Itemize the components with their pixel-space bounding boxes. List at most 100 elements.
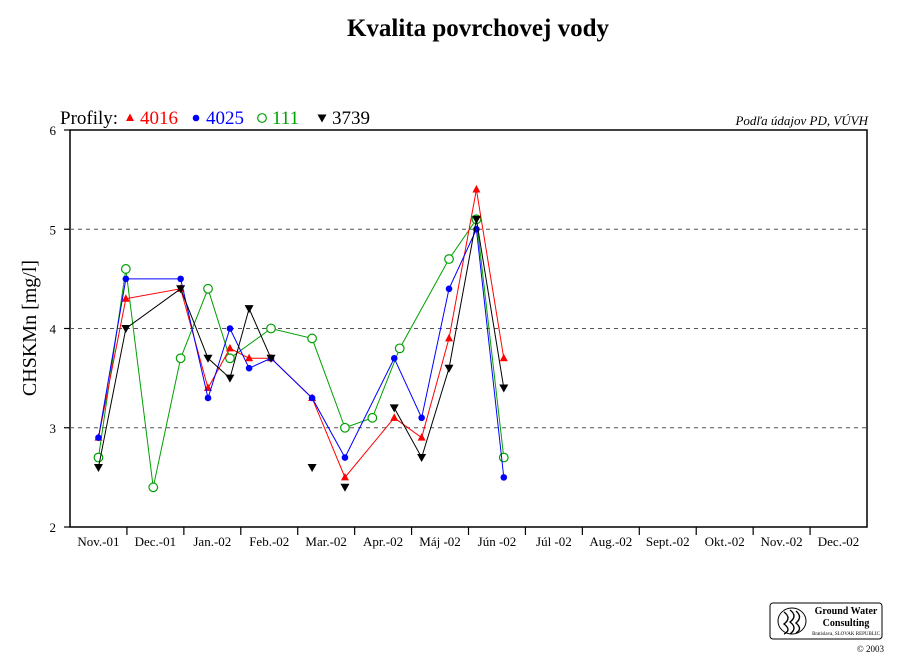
gridlines	[70, 228, 867, 429]
data-point	[244, 305, 254, 314]
logo-line1: Ground Water	[815, 606, 878, 617]
data-point	[367, 412, 378, 423]
series-4016	[94, 185, 508, 481]
data-point	[148, 482, 159, 493]
copyright: © 2003	[857, 644, 885, 654]
source-note: Podľa údajov PD, VÚVH	[734, 113, 868, 128]
series-line	[97, 217, 505, 488]
data-point	[389, 404, 399, 413]
data-point	[121, 325, 131, 333]
company-logo: Ground Water Consulting Bratislava, SLOV…	[769, 602, 883, 640]
data-point	[307, 463, 317, 472]
legend: Profily: 4016 4025 111 3739	[60, 108, 370, 129]
data-point	[390, 413, 399, 421]
series-line	[97, 227, 505, 478]
x-axis: Nov.-01 Dec.-01 Jan.-02 Feb.-02 Mar.-02 Apr.-…	[77, 527, 859, 549]
data-point	[266, 354, 276, 363]
data-point	[225, 374, 235, 383]
logo-emblem-icon	[777, 607, 807, 635]
y-axis: 2 3 4 5 6	[50, 123, 70, 535]
x-tick-label: Aug.-02	[589, 534, 632, 549]
data-point	[203, 354, 213, 363]
data-point	[417, 433, 426, 441]
data-point	[472, 185, 481, 193]
data-point	[266, 323, 276, 334]
data-point	[341, 454, 349, 461]
chart-title: Kvalita povrchovej vody	[347, 15, 610, 42]
x-tick-label: Jún -02	[478, 534, 517, 549]
data-point	[340, 472, 349, 481]
data-point	[245, 364, 253, 372]
x-tick-label: Máj -02	[419, 534, 461, 549]
data-point	[204, 394, 212, 402]
legend-label: 4025	[206, 108, 244, 129]
series-3739	[93, 215, 509, 492]
data-point	[445, 333, 454, 342]
x-tick-label: Apr.-02	[363, 534, 403, 549]
x-tick-label: Jan.-02	[193, 534, 231, 549]
y-axis-label: CHSKMn [mg/l]	[19, 260, 41, 396]
data-point	[95, 434, 102, 441]
data-point	[120, 264, 131, 274]
y-tick-label: 5	[50, 222, 57, 237]
x-tick-label: Mar.-02	[305, 534, 347, 549]
x-tick-label: Okt.-02	[705, 534, 745, 549]
data-point	[340, 422, 350, 433]
data-point	[176, 285, 186, 294]
data-point	[308, 394, 316, 402]
logo-line2: Consulting	[823, 618, 870, 629]
data-point	[500, 474, 508, 481]
data-point	[225, 353, 235, 364]
series-layer	[93, 185, 509, 493]
data-point	[417, 454, 427, 463]
data-point	[499, 353, 508, 362]
data-point	[93, 463, 103, 472]
legend-prefix: Profily:	[60, 108, 118, 129]
y-tick-label: 6	[50, 123, 57, 138]
data-point	[245, 353, 254, 362]
data-point	[192, 114, 200, 122]
y-tick-label: 4	[50, 322, 57, 337]
data-point	[126, 113, 134, 121]
x-tick-label: Nov.-01	[77, 534, 119, 549]
legend-entry: 4016	[126, 108, 178, 129]
data-point	[203, 283, 213, 294]
data-point	[121, 294, 130, 302]
legend-label: 3739	[332, 108, 370, 129]
legend-entry: 3739	[317, 108, 370, 129]
x-tick-label: Dec.-01	[135, 534, 177, 549]
x-tick-label: Sept.-02	[646, 534, 690, 549]
data-point	[394, 343, 405, 354]
series-111	[93, 214, 509, 493]
x-tick-label: Nov.-02	[761, 534, 803, 549]
data-point	[390, 354, 398, 362]
data-point	[340, 483, 350, 492]
y-tick-label: 3	[50, 421, 57, 436]
x-tick-label: Feb.-02	[249, 534, 289, 549]
logo-line3: Bratislava, SLOVAK REPUBLIC	[812, 632, 880, 637]
y-tick-label: 2	[50, 520, 57, 535]
data-point	[122, 275, 130, 283]
data-point	[307, 333, 317, 344]
data-point	[418, 414, 425, 422]
x-tick-label: Júl -02	[536, 534, 572, 549]
legend-label: 4016	[140, 108, 178, 129]
series-line	[97, 189, 505, 479]
data-point	[444, 364, 454, 373]
plot-area	[69, 129, 868, 528]
data-point	[226, 325, 234, 332]
legend-entry: 111	[257, 108, 299, 129]
legend-entry: 4025	[192, 108, 244, 129]
data-point	[499, 384, 509, 393]
legend-label: 111	[272, 108, 299, 129]
data-point	[471, 215, 481, 224]
data-point	[225, 343, 234, 352]
data-point	[175, 353, 186, 364]
x-tick-label: Dec.-02	[818, 534, 860, 549]
data-point	[257, 113, 267, 123]
data-point	[445, 285, 453, 293]
data-point	[177, 275, 184, 283]
series-line	[97, 288, 272, 468]
data-point	[444, 254, 454, 264]
